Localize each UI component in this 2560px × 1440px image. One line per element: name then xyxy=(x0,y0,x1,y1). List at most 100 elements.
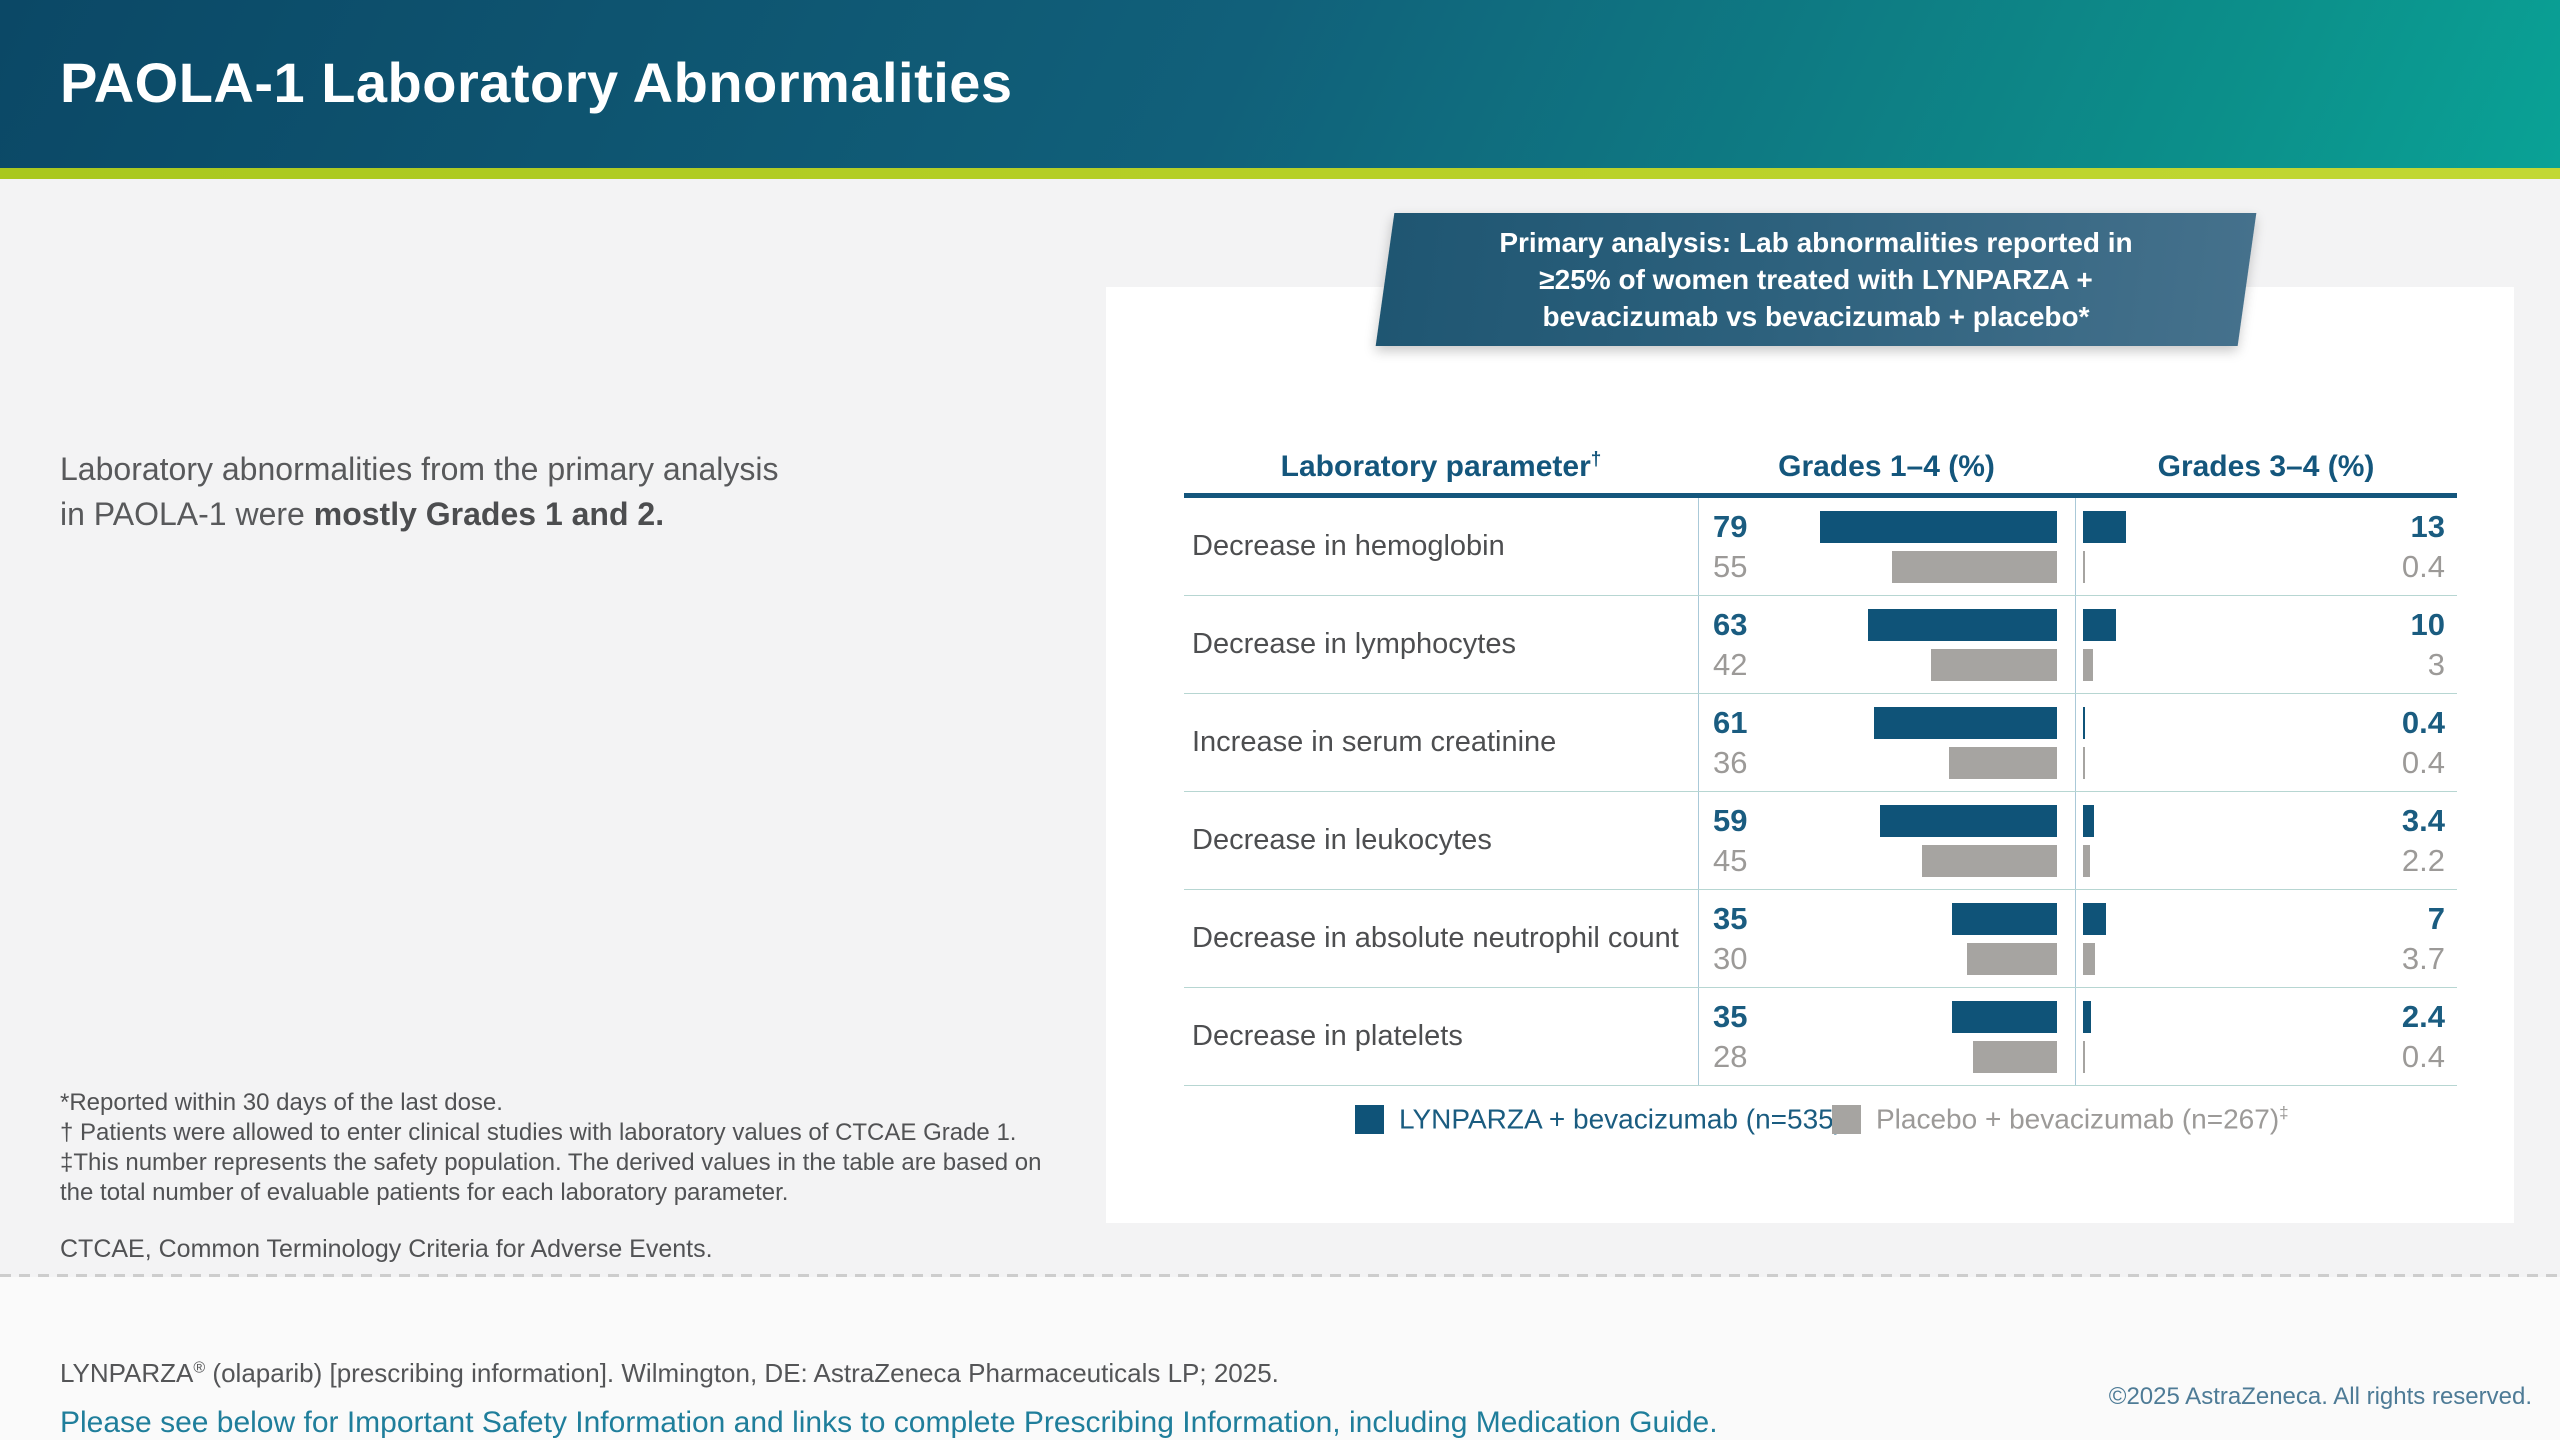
grades-1-4-lynparza-value: 59 xyxy=(1713,802,1748,838)
grades-3-4-placebo-bar xyxy=(2083,648,2093,681)
legend-item-lynparza: LYNPARZA + bevacizumab (n=535)‡ xyxy=(1355,1102,1853,1136)
table-row: Increase in serum creatinine 61 36 0.4 0.4 xyxy=(1184,694,2457,792)
grades-1-4-lynparza-bar xyxy=(1880,804,2057,837)
grades-3-4-placebo-value: 0.4 xyxy=(2401,744,2445,780)
callout-line-3: bevacizumab vs bevacizumab + placebo* xyxy=(1542,301,2090,332)
footer-strip xyxy=(0,1277,2560,1440)
grades-1-4-lynparza-bar xyxy=(1820,510,2057,543)
lynparza-swatch-icon xyxy=(1355,1104,1384,1134)
page-title: PAOLA-1 Laboratory Abnormalities xyxy=(60,51,1013,114)
grades-1-4-lynparza-value: 79 xyxy=(1713,508,1748,544)
grades-3-4-lynparza-bar xyxy=(2083,1000,2091,1033)
grades-1-4-placebo-value: 36 xyxy=(1713,744,1748,780)
grades-3-4-placebo-value: 3.7 xyxy=(2401,940,2445,976)
row-parameter-label: Decrease in leukocytes xyxy=(1192,824,1492,856)
header-band: PAOLA-1 Laboratory Abnormalities xyxy=(0,0,2560,168)
footnote-dagger: † Patients were allowed to enter clinica… xyxy=(60,1119,1017,1146)
grades-1-4-placebo-bar xyxy=(1967,942,2057,975)
grades-3-4-placebo-value: 2.2 xyxy=(2401,842,2445,878)
copyright-notice: ©2025 AstraZeneca. All rights reserved. xyxy=(2108,1383,2532,1410)
grades-3-4-lynparza-bar xyxy=(2083,510,2126,543)
grades-1-4-cell: 79 55 xyxy=(1698,498,2075,595)
grades-3-4-cell: 3.4 2.2 xyxy=(2075,792,2457,889)
grades-3-4-cell: 13 0.4 xyxy=(2075,498,2457,595)
row-parameter-label: Increase in serum creatinine xyxy=(1192,726,1557,758)
callout-line-1: Primary analysis: Lab abnormalities repo… xyxy=(1499,227,2133,258)
grades-1-4-placebo-bar xyxy=(1973,1040,2057,1073)
grades-1-4-cell: 35 30 xyxy=(1698,890,2075,987)
grades-3-4-lynparza-bar xyxy=(2083,706,2085,739)
footnotes: *Reported within 30 days of the last dos… xyxy=(60,1088,1070,1208)
callout-line-2: ≥25% of women treated with LYNPARZA + xyxy=(1539,264,2093,295)
grades-1-4-placebo-value: 30 xyxy=(1713,940,1748,976)
grades-1-4-placebo-value: 42 xyxy=(1713,646,1748,682)
legend-item-placebo: Placebo + bevacizumab (n=267)‡ xyxy=(1832,1102,2289,1136)
grades-1-4-lynparza-value: 35 xyxy=(1713,900,1748,936)
grades-1-4-lynparza-value: 63 xyxy=(1713,606,1748,642)
row-parameter-label: Decrease in absolute neutrophil count xyxy=(1192,922,1679,954)
callout-banner: Primary analysis: Lab abnormalities repo… xyxy=(1375,213,2257,346)
grades-3-4-placebo-bar xyxy=(2083,844,2090,877)
footnote-asterisk: *Reported within 30 days of the last dos… xyxy=(60,1089,503,1116)
grades-1-4-placebo-bar xyxy=(1922,844,2057,877)
grades-3-4-placebo-value: 0.4 xyxy=(2401,548,2445,584)
grades-1-4-lynparza-bar xyxy=(1952,902,2057,935)
grades-3-4-lynparza-bar xyxy=(2083,608,2116,641)
lab-abnormalities-table: Laboratory parameter† Grades 1–4 (%) Gra… xyxy=(1184,440,2457,1086)
dashed-divider xyxy=(0,1274,2560,1277)
grades-1-4-cell: 63 42 xyxy=(1698,596,2075,693)
column-header-grades-3-4: Grades 3–4 (%) xyxy=(2157,449,2375,483)
row-parameter-label: Decrease in hemoglobin xyxy=(1192,530,1505,562)
callout-banner-text: Primary analysis: Lab abnormalities repo… xyxy=(1385,213,2247,346)
intro-line2-bold: mostly Grades 1 and 2. xyxy=(313,496,665,532)
grades-3-4-lynparza-bar xyxy=(2083,804,2094,837)
table-row: Decrease in leukocytes 59 45 3.4 2.2 xyxy=(1184,792,2457,890)
grades-1-4-lynparza-value: 35 xyxy=(1713,998,1748,1034)
table-row: Decrease in absolute neutrophil count 35 3… xyxy=(1184,890,2457,988)
grades-1-4-cell: 59 45 xyxy=(1698,792,2075,889)
table-body: Decrease in hemoglobin 79 55 13 0.4 Decrease … xyxy=(1184,498,2457,1086)
grades-1-4-placebo-bar xyxy=(1892,550,2057,583)
safety-information-link[interactable]: Please see below for Important Safety In… xyxy=(60,1406,1718,1439)
grades-3-4-cell: 10 3 xyxy=(2075,596,2457,693)
grades-1-4-lynparza-bar xyxy=(1874,706,2057,739)
grades-1-4-placebo-value: 28 xyxy=(1713,1038,1748,1074)
column-header-parameter: Laboratory parameter† xyxy=(1280,449,1602,483)
dagger-footnote-marker: † xyxy=(1590,449,1602,470)
abbreviation-definition: CTCAE, Common Terminology Criteria for A… xyxy=(60,1235,713,1263)
placebo-swatch-icon xyxy=(1832,1104,1861,1134)
table-row: Decrease in lymphocytes 63 42 10 3 xyxy=(1184,596,2457,694)
grades-1-4-lynparza-bar xyxy=(1868,608,2057,641)
grades-3-4-lynparza-bar xyxy=(2083,902,2106,935)
legend-placebo-label: Placebo + bevacizumab (n=267)‡ xyxy=(1876,1102,2289,1135)
grades-3-4-placebo-bar xyxy=(2083,746,2085,779)
grades-3-4-lynparza-value: 0.4 xyxy=(2401,704,2445,740)
grades-1-4-placebo-bar xyxy=(1931,648,2057,681)
row-parameter-label: Decrease in platelets xyxy=(1192,1020,1463,1052)
row-parameter-label: Decrease in lymphocytes xyxy=(1192,628,1516,660)
grades-1-4-cell: 61 36 xyxy=(1698,694,2075,791)
grades-3-4-cell: 0.4 0.4 xyxy=(2075,694,2457,791)
prescribing-reference: LYNPARZA® (olaparib) [prescribing inform… xyxy=(60,1358,1279,1388)
grades-1-4-placebo-bar xyxy=(1949,746,2057,779)
grades-3-4-placebo-bar xyxy=(2083,1040,2085,1073)
legend-lynparza-label: LYNPARZA + bevacizumab (n=535)‡ xyxy=(1399,1103,1853,1135)
grades-3-4-placebo-value: 3 xyxy=(2427,646,2445,682)
table-row: Decrease in platelets 35 28 2.4 0.4 xyxy=(1184,988,2457,1086)
grades-3-4-lynparza-value: 2.4 xyxy=(2401,998,2445,1034)
grades-3-4-placebo-bar xyxy=(2083,942,2095,975)
intro-statement: Laboratory abnormalities from the primar… xyxy=(60,447,960,537)
grades-1-4-cell: 35 28 xyxy=(1698,988,2075,1085)
grades-1-4-lynparza-value: 61 xyxy=(1713,704,1748,740)
grades-3-4-cell: 7 3.7 xyxy=(2075,890,2457,987)
grades-1-4-placebo-value: 55 xyxy=(1713,548,1748,584)
grades-3-4-cell: 2.4 0.4 xyxy=(2075,988,2457,1085)
table-row: Decrease in hemoglobin 79 55 13 0.4 xyxy=(1184,498,2457,596)
content-panel xyxy=(1106,287,2514,1223)
footnote-double-dagger: ‡This number represents the safety popul… xyxy=(60,1149,1042,1206)
table-header-row: Laboratory parameter† Grades 1–4 (%) Gra… xyxy=(1184,440,2457,498)
double-dagger-footnote-marker: ‡ xyxy=(2279,1102,2289,1122)
grades-3-4-lynparza-value: 7 xyxy=(2427,900,2445,936)
grades-3-4-lynparza-value: 3.4 xyxy=(2401,802,2445,838)
grades-3-4-lynparza-value: 10 xyxy=(2410,606,2445,642)
